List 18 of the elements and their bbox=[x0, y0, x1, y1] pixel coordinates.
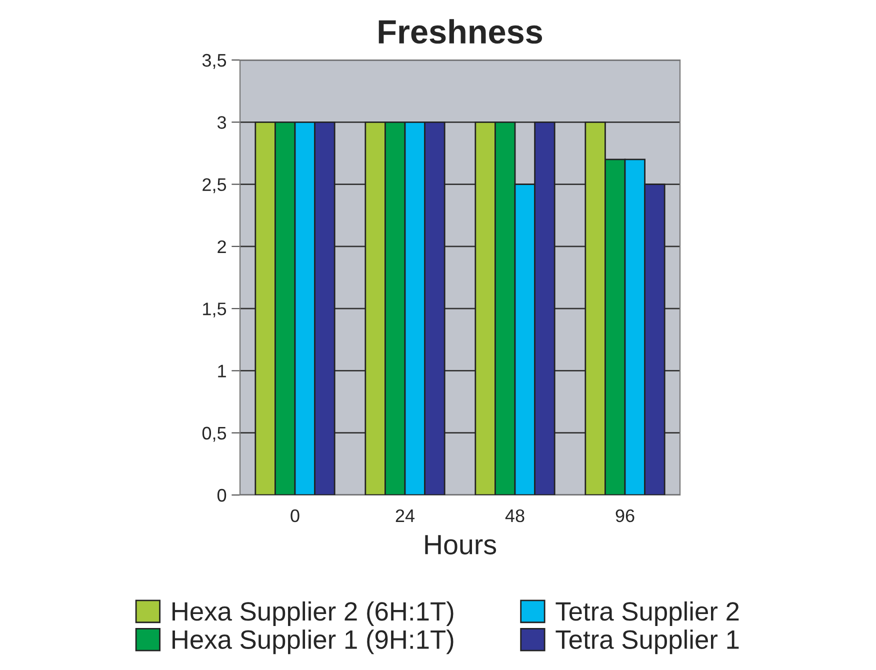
x-tick-label: 0 bbox=[290, 509, 300, 522]
legend-label: Tetra Supplier 2 bbox=[556, 601, 739, 626]
legend-label: Hexa Supplier 1 (9H:1T) bbox=[172, 630, 454, 654]
y-tick-label: 0,5 bbox=[202, 426, 226, 442]
x-tick-label: 24 bbox=[396, 509, 415, 522]
y-tick-label: 2,5 bbox=[202, 178, 226, 194]
x-tick-label: 96 bbox=[616, 509, 634, 522]
x-axis-title: Hours bbox=[425, 535, 496, 554]
x-tick-label: 48 bbox=[505, 509, 524, 522]
legend-label: Hexa Supplier 2 (6H:1T) bbox=[172, 601, 454, 626]
legend-label: Tetra Supplier 1 bbox=[556, 630, 739, 654]
chart-title: Freshness bbox=[378, 19, 542, 44]
y-tick-label: 3,5 bbox=[202, 54, 226, 69]
y-tick-label: 0 bbox=[217, 488, 226, 502]
y-tick-label: 2 bbox=[218, 240, 226, 253]
y-tick-label: 1 bbox=[218, 364, 226, 378]
y-tick-label: 1,5 bbox=[203, 302, 226, 318]
y-tick-label: 3 bbox=[217, 116, 226, 129]
